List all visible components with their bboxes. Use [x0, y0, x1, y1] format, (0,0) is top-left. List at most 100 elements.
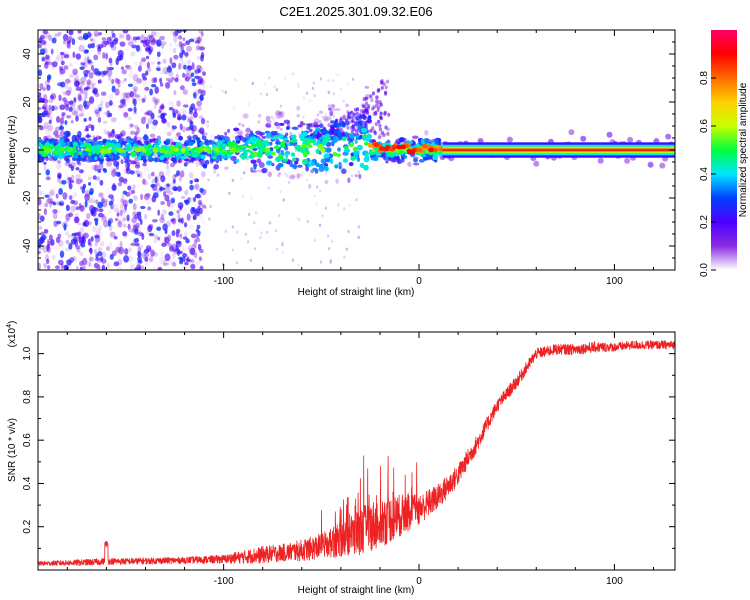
spectrum-cell — [213, 170, 216, 174]
spectrum-cell — [115, 191, 120, 200]
spectrum-cell — [361, 127, 368, 133]
spectrum-cell — [68, 63, 73, 67]
spectrum-cell — [87, 176, 92, 180]
spectrum-cell — [214, 136, 218, 140]
spectrum-cell — [142, 106, 149, 112]
spectrum-cell — [199, 265, 204, 270]
spectrum-cell — [256, 158, 262, 164]
spectrum-cell — [195, 178, 200, 183]
spectrum-cell — [117, 220, 123, 228]
spectrum-cell — [144, 261, 150, 267]
spectrum-cell — [101, 251, 107, 259]
spectrum-cell — [345, 247, 348, 251]
spectrum-cell — [209, 85, 212, 89]
spectrum-cell — [132, 79, 138, 87]
spectrum-cell — [43, 228, 49, 234]
spectrum-cell — [380, 130, 384, 135]
spectrum-cell — [301, 143, 308, 148]
x-tick-label: -100 — [214, 576, 234, 587]
spectrum-cell — [98, 162, 104, 170]
spectrum-cell — [231, 225, 234, 229]
spectrum-cell — [347, 111, 351, 116]
spectrum-cell — [345, 118, 349, 123]
snr-y-scale-base: (x10 — [7, 327, 18, 347]
spectrum-cell — [356, 156, 361, 162]
spectrum-cell — [302, 151, 308, 158]
spectrum-cell — [313, 94, 316, 98]
spectrum-cell — [61, 112, 66, 116]
figure-title: C2E1.2025.301.09.32.E06 — [279, 4, 432, 19]
spectrum-cell — [115, 47, 119, 52]
spectrum-cell — [281, 240, 284, 244]
spectrum-cell — [49, 145, 55, 150]
spectrum-cell — [310, 169, 314, 174]
spectrum-cell — [55, 45, 61, 52]
spectrum-cell — [438, 140, 442, 146]
spectrum-cell — [330, 124, 334, 129]
spectrum-cell — [56, 220, 62, 225]
spectrum-cell — [118, 138, 123, 145]
spectrum-cell — [65, 104, 70, 111]
spectrum-cell — [363, 164, 369, 171]
spectrum-cell — [168, 107, 174, 111]
spectrum-cell — [333, 136, 340, 143]
spectrum-cell — [199, 46, 205, 51]
spectrum-cell — [334, 164, 339, 169]
spectrum-cell — [186, 45, 192, 52]
spectrum-cell — [264, 147, 271, 153]
spectrum-cell — [142, 162, 147, 167]
spectrum-cell — [47, 74, 52, 80]
spectrum-cell — [44, 194, 50, 198]
spectrum-cell — [92, 145, 97, 152]
spectrum-cell — [166, 183, 170, 188]
spectrum-cell — [59, 56, 63, 62]
spectrum-cell — [156, 39, 162, 47]
spectrum-cell — [290, 152, 295, 157]
spectrum-cell — [153, 239, 158, 243]
spectrum-cell — [134, 81, 138, 86]
spectrum-cell — [204, 140, 211, 143]
spectrum-cell — [175, 244, 179, 252]
spectrum-cell — [283, 158, 289, 162]
spectrum-cell — [231, 248, 234, 252]
spectrum-cell — [148, 48, 152, 55]
spectrum-cell — [130, 160, 137, 165]
spectrum-cell — [79, 205, 85, 212]
spectrum-cell — [183, 158, 190, 162]
spectrum-cell — [68, 195, 73, 201]
spectrum-cell — [137, 65, 142, 72]
spectrum-cell — [133, 135, 138, 141]
spectrum-cell — [132, 211, 136, 215]
spectrum-cell — [131, 184, 136, 190]
spectrum-cell — [332, 114, 336, 119]
spectrum-cell — [313, 121, 318, 126]
spectrum-cell — [184, 261, 189, 266]
spectrum-cell — [38, 189, 42, 196]
spectrum-cell — [316, 113, 320, 117]
spectrum-cell — [160, 235, 165, 240]
spectrum-cell — [40, 231, 45, 236]
spectrum-cell — [176, 209, 180, 214]
spectrum-cell — [249, 258, 252, 262]
spectrum-cell — [348, 162, 354, 167]
spectrum-cell — [73, 97, 77, 103]
spectrum-cell — [129, 170, 135, 175]
spectrum-cell — [152, 137, 156, 141]
spectrum-cell — [98, 107, 102, 112]
spectrum-cell — [74, 120, 79, 128]
spectrum-cell — [121, 98, 126, 106]
spectrum-cell — [327, 234, 330, 238]
spectrum-cell — [126, 214, 130, 222]
spectrum-cell — [112, 113, 117, 119]
spectrum-cell — [40, 215, 45, 222]
spectrum-cell — [98, 122, 102, 128]
spectrum-cell — [38, 125, 44, 131]
spectrum-cell — [164, 186, 171, 194]
spectrum-cell — [72, 88, 77, 96]
spectrum-cell — [150, 183, 156, 188]
spectrum-cell — [243, 171, 246, 175]
spectrum-cell — [165, 138, 171, 144]
spectrum-cell — [98, 192, 104, 198]
spectrum-cell — [46, 265, 51, 270]
spectrum-cell — [103, 129, 107, 135]
